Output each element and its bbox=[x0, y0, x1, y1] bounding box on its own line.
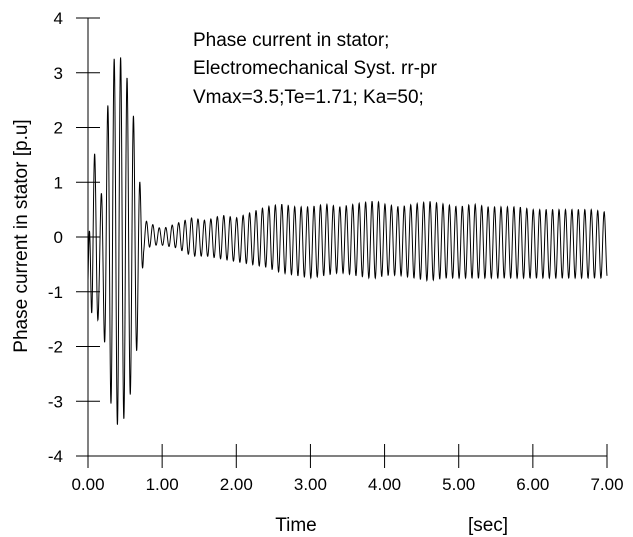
y-tick-label: 1 bbox=[54, 173, 63, 192]
x-tick-label: 3.00 bbox=[294, 475, 327, 494]
annotation-line-2: Electromechanical Syst. rr-pr bbox=[193, 58, 438, 79]
annotation-line-3: Vmax=3.5;Te=1.71; Ka=50; bbox=[193, 87, 424, 108]
annotation-line-1: Phase current in stator; bbox=[193, 30, 389, 51]
x-tick-label: 0.00 bbox=[71, 475, 104, 494]
x-tick-label: 7.00 bbox=[590, 475, 623, 494]
y-tick-label: -2 bbox=[48, 338, 63, 357]
x-axis-unit: [sec] bbox=[468, 515, 508, 536]
x-tick-label: 5.00 bbox=[442, 475, 475, 494]
ticks: 4 3 2 1 0 -1 -2 -3 -4 0.00 1.00 2.00 3.00 4.00 5.00 6.0… bbox=[48, 9, 624, 494]
x-tick-label: 4.00 bbox=[368, 475, 401, 494]
y-axis-title: Phase current in stator [p.u] bbox=[11, 119, 32, 352]
series-line bbox=[87, 57, 608, 425]
y-tick-label: -4 bbox=[48, 447, 63, 466]
trace-group bbox=[87, 57, 608, 425]
x-axis-title: Time bbox=[275, 515, 317, 536]
y-tick-label: 3 bbox=[54, 64, 63, 83]
y-tick-label: 4 bbox=[54, 9, 63, 28]
x-tick-label: 2.00 bbox=[220, 475, 253, 494]
x-tick-label: 6.00 bbox=[516, 475, 549, 494]
y-tick-label: -1 bbox=[48, 283, 63, 302]
y-tick-label: 2 bbox=[54, 119, 63, 138]
y-tick-label: 0 bbox=[54, 228, 63, 247]
y-tick-label: -3 bbox=[48, 392, 63, 411]
x-tick-label: 1.00 bbox=[146, 475, 179, 494]
